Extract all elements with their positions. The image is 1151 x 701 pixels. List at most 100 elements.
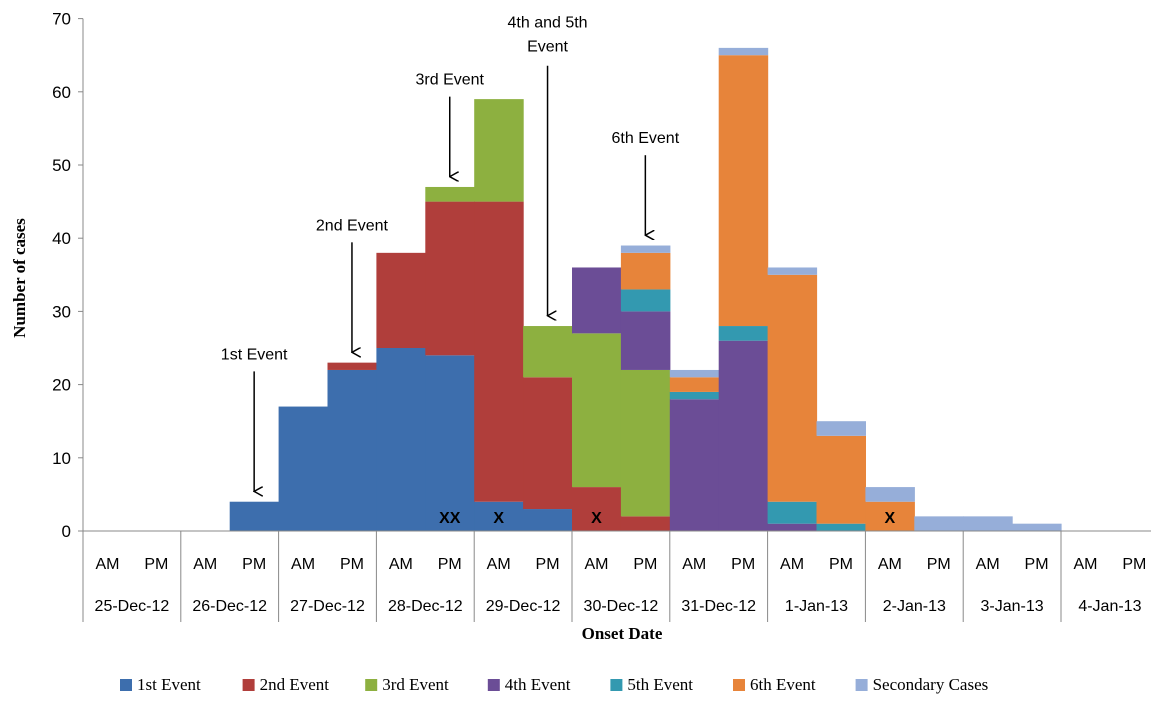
date-label: 1-Jan-13 [785, 598, 848, 615]
bar-6th-event-16 [865, 501, 915, 531]
bar-6th-event-14 [767, 274, 818, 502]
bar-6th-event-11 [620, 252, 671, 290]
bar-1st-event-9 [523, 509, 573, 531]
bar-3rd-event-8 [474, 99, 524, 202]
bar-5th-event-15 [816, 523, 866, 531]
bar-6th-event-15 [816, 435, 866, 524]
x-marker: X [885, 510, 896, 527]
bar-3rd-event-9 [523, 326, 573, 378]
bar-3rd-event-7 [425, 186, 475, 202]
legend-swatch [120, 679, 132, 691]
legend-swatch [487, 679, 500, 691]
annotation-label: 1st Event [221, 346, 288, 363]
bar-3rd-event-11 [620, 369, 671, 517]
date-label: 25-Dec-12 [95, 598, 170, 615]
legend-label: Secondary Cases [873, 675, 989, 694]
x-tick-label: AM [291, 556, 315, 573]
bar-2nd-event-11 [620, 516, 671, 531]
legend-label: 6th Event [750, 675, 816, 694]
bar-2nd-event-8 [474, 201, 524, 502]
bar-secondary-cases-13 [718, 47, 769, 56]
bar-1st-event-3 [229, 501, 280, 531]
x-tick-label: AM [878, 556, 902, 573]
x-tick-label: PM [1025, 556, 1049, 573]
bar-2nd-event-10 [572, 487, 622, 531]
x-tick-label: AM [584, 556, 608, 573]
bar-secondary-cases-19 [1012, 523, 1062, 531]
annotation-label: 4th and 5th [508, 15, 588, 32]
x-tick-label: PM [1122, 556, 1146, 573]
bar-5th-event-14 [767, 501, 818, 524]
x-marker: X [493, 510, 504, 527]
annotation-label-line2: Event [527, 39, 568, 56]
legend-label: 4th Event [505, 675, 571, 694]
annotation-label: 3rd Event [416, 72, 485, 89]
x-tick-label: PM [242, 556, 266, 573]
date-label: 30-Dec-12 [584, 598, 659, 615]
legend-swatch [365, 679, 378, 691]
x-tick-label: PM [829, 556, 853, 573]
bar-1st-event-7 [425, 355, 475, 531]
bar-6th-event-12 [669, 377, 720, 392]
bar-secondary-cases-18 [963, 516, 1013, 531]
x-marker: XX [439, 510, 461, 527]
y-tick-label: 30 [52, 302, 71, 321]
bar-secondary-cases-16 [865, 487, 915, 502]
x-tick-label: PM [144, 556, 168, 573]
x-tick-label: AM [976, 556, 1000, 573]
bar-4th-event-13 [718, 340, 769, 531]
x-tick-label: PM [633, 556, 657, 573]
y-tick-label: 70 [52, 10, 71, 29]
bar-5th-event-11 [620, 289, 671, 312]
legend-swatch [242, 679, 255, 691]
y-tick-label: 20 [52, 376, 71, 395]
bar-6th-event-13 [718, 55, 769, 327]
bar-2nd-event-7 [425, 201, 475, 356]
date-label: 26-Dec-12 [192, 598, 267, 615]
bar-5th-event-12 [669, 391, 720, 400]
x-marker: X [591, 510, 602, 527]
x-tick-label: AM [487, 556, 511, 573]
date-label: 31-Dec-12 [681, 598, 756, 615]
bar-3rd-event-10 [572, 333, 622, 488]
bar-1st-event-5 [327, 369, 377, 531]
date-label: 2-Jan-13 [883, 598, 946, 615]
y-tick-label: 40 [52, 229, 71, 248]
bar-1st-event-4 [278, 406, 329, 531]
bars-layer [229, 47, 1062, 531]
bar-1st-event-8 [474, 501, 524, 531]
bar-secondary-cases-12 [669, 369, 720, 378]
bar-secondary-cases-17 [914, 516, 964, 531]
bar-secondary-cases-14 [767, 267, 818, 275]
date-label: 4-Jan-13 [1078, 598, 1141, 615]
bar-4th-event-10 [572, 267, 622, 334]
bar-4th-event-12 [669, 399, 720, 531]
legend-swatch [610, 679, 623, 691]
x-tick-label: AM [95, 556, 119, 573]
bar-2nd-event-9 [523, 377, 573, 510]
x-tick-label: PM [927, 556, 951, 573]
legend-swatch [855, 679, 868, 691]
bar-secondary-cases-11 [620, 245, 671, 253]
x-tick-label: PM [731, 556, 755, 573]
date-label: 28-Dec-12 [388, 598, 463, 615]
axes-layer: 0 10 20 30 40 50 60 70 AM PM AM PM AM PM AM PM AM PM AM PM A… [52, 10, 1151, 622]
x-tick-label: AM [389, 556, 413, 573]
bar-4th-event-11 [620, 311, 671, 370]
bar-4th-event-14 [767, 523, 818, 531]
bar-5th-event-13 [718, 326, 769, 341]
annotation-label: 6th Event [612, 130, 680, 147]
legend: 1st Event 2nd Event 3rd Event 4th Event 5th … [120, 675, 988, 694]
y-tick-label: 0 [62, 522, 71, 541]
x-tick-label: AM [780, 556, 804, 573]
bar-2nd-event-5 [327, 362, 377, 370]
bar-1st-event-6 [376, 348, 426, 531]
x-tick-label: AM [682, 556, 706, 573]
bar-secondary-cases-15 [816, 421, 866, 436]
legend-label: 3rd Event [382, 675, 449, 694]
y-tick-label: 10 [52, 449, 71, 468]
x-tick-label: PM [536, 556, 560, 573]
x-axis-title: Onset Date [582, 624, 663, 643]
legend-label: 2nd Event [260, 675, 330, 694]
x-tick-label: PM [340, 556, 364, 573]
